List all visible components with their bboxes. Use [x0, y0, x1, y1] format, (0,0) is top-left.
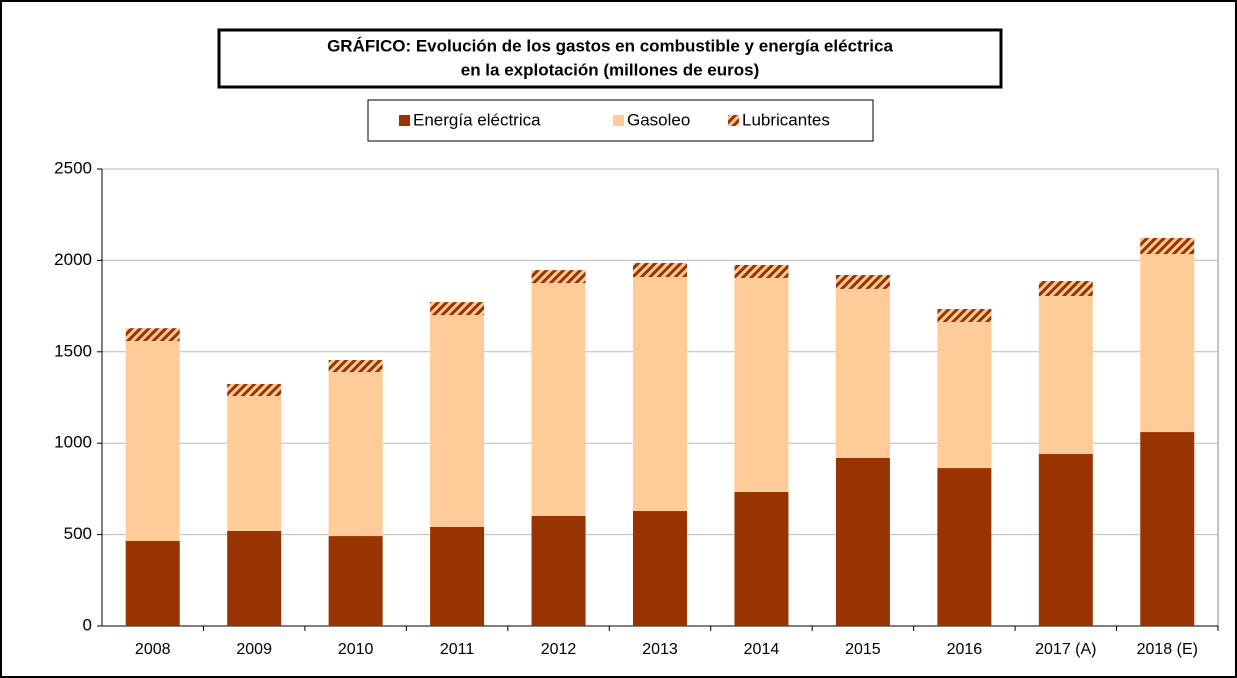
y-tick-label: 1000 [54, 433, 92, 452]
bar-segment [835, 288, 890, 459]
bar-segment [430, 302, 485, 316]
bar-segment [937, 309, 992, 323]
title-box [217, 28, 1003, 89]
x-tick-label: 2014 [744, 641, 780, 658]
legend-label: Gasoleo [627, 110, 690, 129]
x-tick-label: 2011 [440, 641, 475, 658]
legend-swatch [613, 115, 624, 126]
x-tick-label: 2015 [845, 641, 881, 658]
x-tick-label: 2017 (A) [1035, 641, 1096, 658]
bar-segment [328, 372, 383, 537]
bar-segment [1038, 281, 1093, 297]
bar-segment [1038, 296, 1093, 454]
bar-segment [227, 396, 282, 531]
x-tick-label: 2008 [135, 641, 171, 658]
bar-segment [633, 511, 687, 626]
bar-segment [1140, 432, 1195, 626]
y-tick-label: 0 [83, 615, 92, 634]
bar-segment [227, 530, 282, 626]
x-tick-label: 2018 (E) [1137, 641, 1198, 658]
x-tick-label: 2010 [338, 641, 374, 658]
legend-swatch [728, 115, 739, 126]
x-tick-label: 2009 [236, 641, 272, 658]
bar-segment [430, 526, 485, 626]
bar-segment [125, 540, 180, 626]
bar-segment [633, 277, 687, 512]
chart-title: GRÁFICO: Evolución de los gastos en comb… [327, 36, 893, 55]
bar-segment [734, 277, 789, 493]
bar-segment [227, 383, 282, 397]
y-tick-label: 1500 [54, 341, 92, 360]
y-tick-label: 2500 [54, 158, 92, 177]
bar-segment [125, 328, 180, 342]
bar-segment [835, 275, 890, 289]
bar-segment [1140, 237, 1195, 255]
legend-swatch [399, 115, 410, 126]
chart-title: en la explotación (millones de euros) [461, 60, 760, 79]
bar-segment [531, 270, 586, 284]
bar-segment [734, 264, 789, 278]
bar-segment [937, 322, 992, 469]
bar-segment [328, 536, 383, 626]
y-tick-label: 2000 [54, 250, 92, 269]
x-tick-label: 2016 [947, 641, 983, 658]
bar-segment [835, 458, 890, 626]
bar-segment [937, 468, 992, 626]
bar-segment [734, 492, 789, 626]
legend-label: Energía eléctrica [413, 110, 541, 129]
legend-label: Lubricantes [742, 110, 830, 129]
x-tick-label: 2013 [642, 641, 678, 658]
y-tick-label: 500 [64, 524, 92, 543]
bar-segment [633, 262, 687, 278]
bar-segment [531, 515, 586, 626]
bar-segment [125, 341, 180, 541]
bar-segment [430, 315, 485, 527]
bar-segment [1140, 254, 1195, 433]
bar-segment [328, 360, 383, 373]
x-tick-label: 2012 [541, 641, 577, 658]
bar-segment [531, 283, 586, 516]
bar-segment [1038, 453, 1093, 626]
